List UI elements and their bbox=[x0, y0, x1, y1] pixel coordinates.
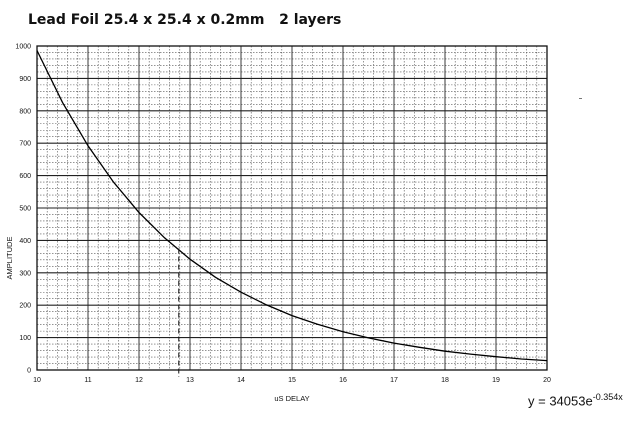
x-tick-label: 14 bbox=[237, 377, 245, 384]
y-tick-label: 100 bbox=[19, 335, 31, 342]
y-tick-label: 1000 bbox=[15, 44, 31, 51]
x-tick-label: 17 bbox=[390, 377, 398, 384]
decay-curve bbox=[36, 50, 548, 362]
x-tick-label: 12 bbox=[135, 377, 143, 384]
x-tick-label: 10 bbox=[33, 377, 41, 384]
x-tick-label: 18 bbox=[441, 377, 449, 384]
x-tick-label: 15 bbox=[288, 377, 296, 384]
y-tick-label: 900 bbox=[19, 76, 31, 83]
plot-frame bbox=[36, 45, 548, 371]
x-tick-label: 16 bbox=[339, 377, 347, 384]
equation-base: y = 34053e bbox=[528, 393, 593, 409]
x-tick-label: 19 bbox=[492, 377, 500, 384]
stray-mark bbox=[579, 98, 582, 99]
y-tick-label: 800 bbox=[19, 108, 31, 115]
equation-exponent: -0.354x bbox=[592, 392, 623, 402]
x-tick-label: 13 bbox=[186, 377, 194, 384]
y-tick-label: 0 bbox=[27, 368, 31, 375]
y-tick-label: 500 bbox=[19, 206, 31, 213]
y-tick-label: 600 bbox=[19, 173, 31, 180]
y-axis-label: AMPLITUDE bbox=[5, 237, 14, 280]
x-tick-label: 20 bbox=[543, 377, 551, 384]
chart-title: Lead Foil 25.4 x 25.4 x 0.2mm 2 layers bbox=[28, 12, 342, 28]
y-tick-label: 700 bbox=[19, 141, 31, 148]
x-axis-label: uS DELAY bbox=[274, 394, 309, 403]
y-tick-label: 400 bbox=[19, 238, 31, 245]
y-tick-label: 300 bbox=[19, 270, 31, 277]
trendline-equation: y = 34053e-0.354x bbox=[528, 392, 623, 408]
x-tick-label: 11 bbox=[84, 377, 91, 384]
y-tick-label: 200 bbox=[19, 303, 31, 310]
